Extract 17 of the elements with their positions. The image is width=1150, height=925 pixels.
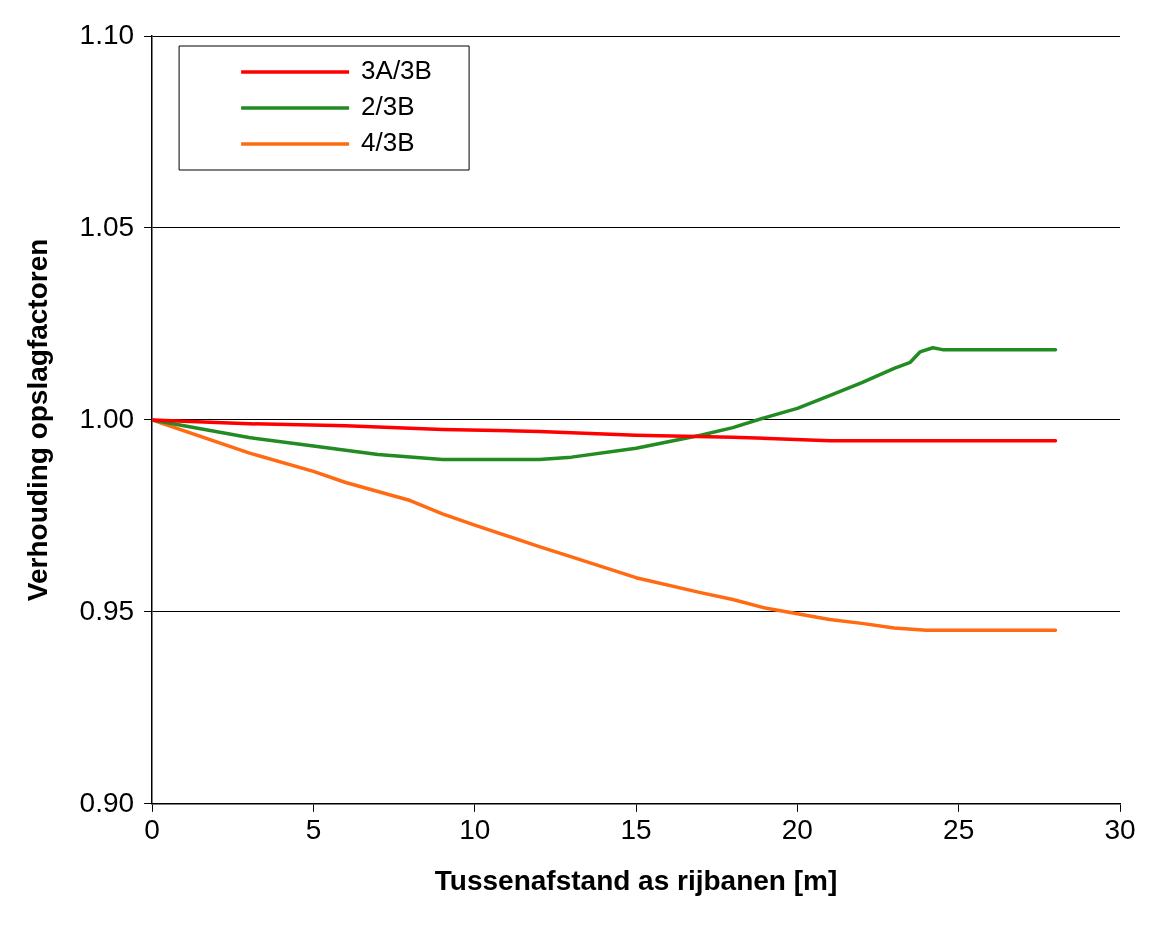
x-tick-label: 20 [781,814,813,846]
legend-label: 2/3B [361,91,415,122]
x-tick-label: 0 [144,814,160,846]
x-tick-label: 25 [943,814,975,846]
y-tick-label: 1.10 [79,18,135,50]
x-axis-title: Tussenafstand as rijbanen [m] [434,864,838,896]
legend-label: 4/3B [361,127,415,158]
x-tick-label: 15 [620,814,652,846]
legend-label: 3A/3B [361,55,432,86]
y-axis-title: Verhouding opslagfactoren [21,238,53,602]
y-tick-label: 1.00 [79,402,135,434]
x-tick-label: 5 [305,814,322,846]
y-tick-label: 0.90 [79,786,135,818]
x-tick-label: 30 [1104,814,1136,846]
x-tick-label: 10 [459,814,491,846]
y-tick-label: 0.95 [79,594,135,626]
y-tick-label: 1.05 [79,210,135,242]
